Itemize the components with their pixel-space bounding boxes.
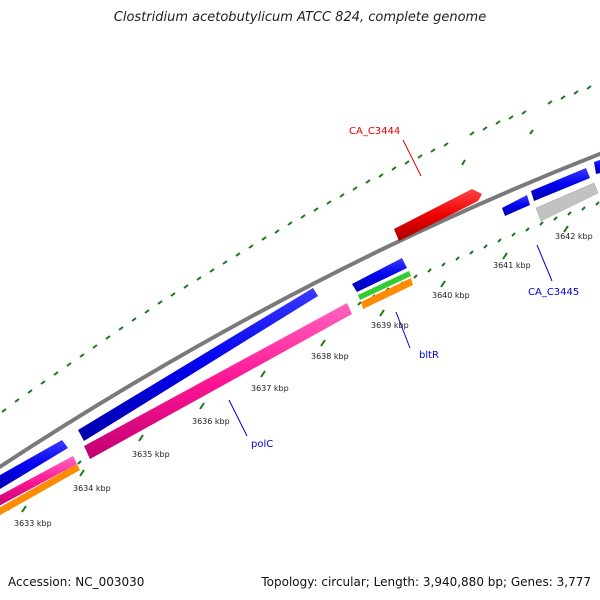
gene-label-CA-C3445: CA_C3445 (528, 287, 579, 298)
tick-label: 3640 kbp (432, 291, 470, 300)
CA-C3445-callout (536, 244, 553, 282)
gene-CA-C3445-arrow (531, 168, 590, 201)
tick-label: 3636 kbp (192, 417, 230, 426)
major-ticks (21, 225, 569, 513)
gene-arrow-forward (502, 195, 530, 216)
polC-callout (228, 399, 248, 437)
gene-arrow-forward (594, 159, 600, 174)
genome-summary-text: Topology: circular; Length: 3,940,880 bp… (261, 575, 591, 589)
accession-text: Accession: NC_003030 (8, 575, 145, 589)
tick-label: 3633 kbp (14, 519, 52, 528)
gene-arrow-forward (78, 288, 318, 441)
tick-label: 3638 kbp (311, 352, 349, 361)
tick-label: 3639 kbp (371, 321, 409, 330)
tick-label: 3635 kbp (132, 450, 170, 459)
trna-band-left (0, 464, 80, 516)
gene-pseudo (535, 182, 599, 222)
tick-label: 3642 kbp (555, 232, 593, 241)
outer-tick-ring (1, 85, 592, 413)
tick-label: 3641 kbp (493, 261, 531, 270)
gene-label-CA-C3444: CA_C3444 (349, 126, 400, 137)
trna-feature-orange (361, 278, 413, 309)
misc-feature-green (358, 271, 411, 300)
inner-tick-ring (7, 201, 600, 511)
genome-backbone (0, 151, 600, 470)
bltR-callout (395, 311, 411, 349)
gene-CA-C3444-arrow (394, 189, 482, 241)
CA-C3444-callout (402, 139, 422, 177)
gene-label-bltR: bltR (419, 350, 439, 361)
gene-label-polC: polC (251, 439, 273, 450)
map-title: Clostridium acetobutylicum ATCC 824, com… (113, 10, 487, 25)
tick-label: 3634 kbp (73, 484, 111, 493)
rrna-band-left (0, 456, 77, 506)
tick-label: 3637 kbp (251, 384, 289, 393)
gene-arrow-forward (352, 258, 407, 292)
polC-rrna-band (84, 303, 352, 459)
gene-arrow-forward (0, 440, 68, 489)
